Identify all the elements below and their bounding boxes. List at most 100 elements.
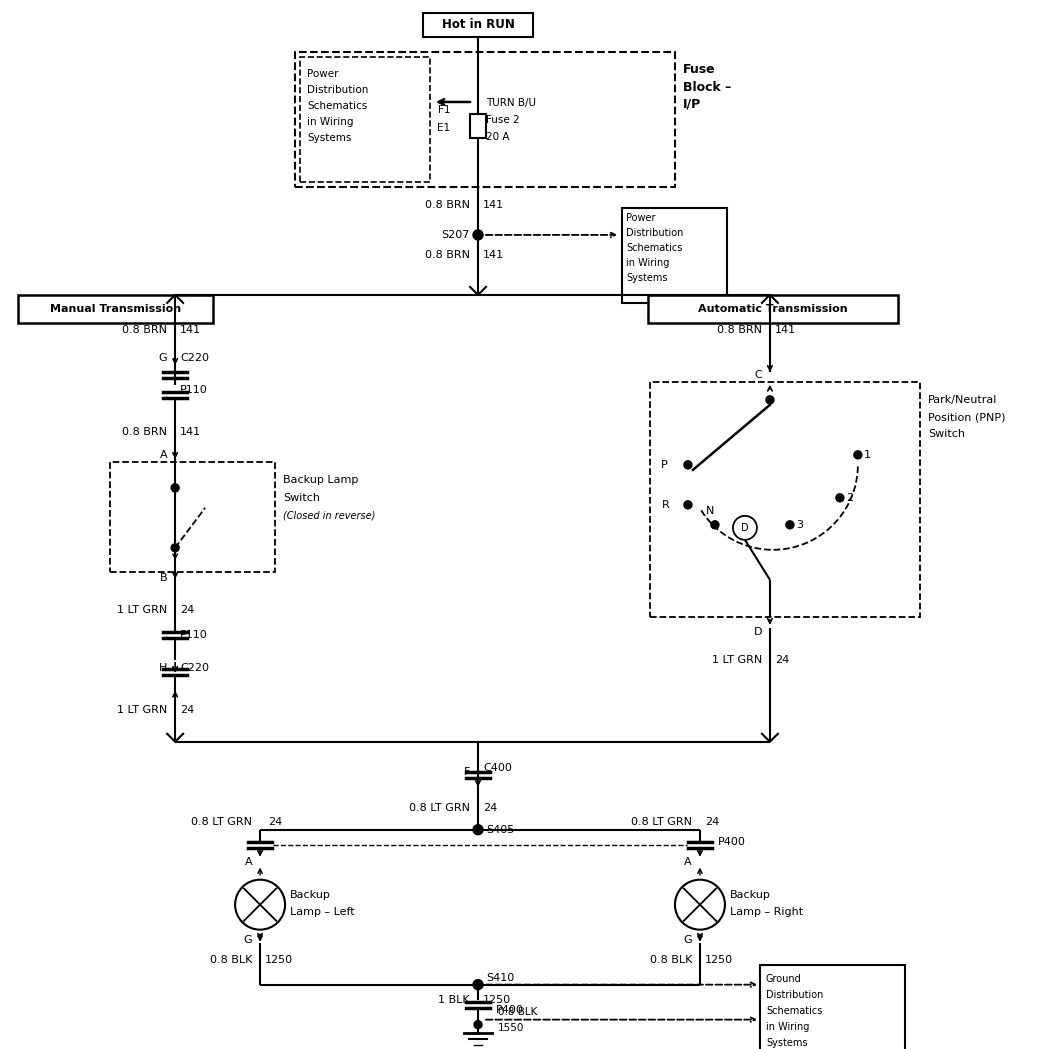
Text: 0.8 BRN: 0.8 BRN <box>122 427 167 436</box>
Text: 141: 141 <box>483 250 504 260</box>
Bar <box>470 114 486 137</box>
Text: C220: C220 <box>180 352 209 363</box>
Text: Fuse: Fuse <box>682 64 715 77</box>
Text: Backup: Backup <box>730 890 771 900</box>
Text: 24: 24 <box>483 802 497 813</box>
Circle shape <box>171 484 180 492</box>
Text: 0.8 BRN: 0.8 BRN <box>425 200 470 210</box>
Text: C220: C220 <box>180 663 209 672</box>
Text: Distribution: Distribution <box>626 228 684 238</box>
Text: 0.8 BRN: 0.8 BRN <box>122 325 167 335</box>
Text: Lamp – Right: Lamp – Right <box>730 906 803 917</box>
Bar <box>649 382 919 617</box>
Text: D: D <box>754 626 762 637</box>
Circle shape <box>711 520 719 529</box>
Circle shape <box>171 543 180 552</box>
Text: I/P: I/P <box>682 98 702 110</box>
Text: Hot in RUN: Hot in RUN <box>441 19 514 31</box>
Text: S405: S405 <box>486 825 514 835</box>
Text: 0.8 BLK: 0.8 BLK <box>497 1007 538 1016</box>
Text: 141: 141 <box>180 325 201 335</box>
Bar <box>622 208 727 303</box>
Text: C: C <box>754 370 762 380</box>
Text: Power: Power <box>307 69 339 79</box>
Text: Schematics: Schematics <box>626 243 682 253</box>
Bar <box>18 295 213 323</box>
Text: 1250: 1250 <box>705 955 733 965</box>
Text: 1: 1 <box>864 450 871 459</box>
Text: 1 LT GRN: 1 LT GRN <box>117 705 167 714</box>
Text: N: N <box>706 506 714 516</box>
Text: 24: 24 <box>180 605 195 615</box>
Text: 24: 24 <box>705 817 720 827</box>
Text: 0.8 LT GRN: 0.8 LT GRN <box>409 802 470 813</box>
Text: in Wiring: in Wiring <box>307 116 354 127</box>
Text: Systems: Systems <box>626 273 668 283</box>
Text: Systems: Systems <box>307 133 352 143</box>
Text: 141: 141 <box>483 200 504 210</box>
Text: Schematics: Schematics <box>307 101 368 111</box>
Text: Park/Neutral: Park/Neutral <box>928 394 997 405</box>
Circle shape <box>684 461 692 469</box>
Circle shape <box>474 1021 482 1029</box>
Text: TURN B/U: TURN B/U <box>486 98 536 108</box>
Bar <box>423 13 533 37</box>
Text: Ground: Ground <box>766 973 802 984</box>
Text: G: G <box>243 935 252 945</box>
Text: E1: E1 <box>437 123 450 133</box>
Text: 141: 141 <box>775 325 796 335</box>
Text: 1 LT GRN: 1 LT GRN <box>711 655 762 665</box>
Circle shape <box>836 494 844 501</box>
Text: B: B <box>159 573 167 583</box>
Text: in Wiring: in Wiring <box>626 258 670 267</box>
Circle shape <box>473 230 483 240</box>
Text: F1: F1 <box>438 105 450 115</box>
Text: G: G <box>158 352 167 363</box>
Text: 141: 141 <box>180 427 201 436</box>
Text: 1 LT GRN: 1 LT GRN <box>117 605 167 615</box>
Text: 0.8 LT GRN: 0.8 LT GRN <box>191 817 252 827</box>
Text: P110: P110 <box>180 629 208 640</box>
Text: P400: P400 <box>496 1005 524 1014</box>
Text: 0.8 LT GRN: 0.8 LT GRN <box>631 817 692 827</box>
Bar <box>760 965 905 1049</box>
Circle shape <box>786 520 794 529</box>
Text: 0.8 BLK: 0.8 BLK <box>649 955 692 965</box>
Text: 20 A: 20 A <box>486 132 509 142</box>
Text: in Wiring: in Wiring <box>766 1022 809 1031</box>
Bar <box>111 462 275 572</box>
Text: C400: C400 <box>483 763 512 773</box>
Text: 0.8 BRN: 0.8 BRN <box>425 250 470 260</box>
Text: Backup: Backup <box>290 890 331 900</box>
Text: Distribution: Distribution <box>766 989 823 1000</box>
Text: Block –: Block – <box>682 82 731 94</box>
Text: 1 BLK: 1 BLK <box>438 994 470 1005</box>
Text: Automatic Transmission: Automatic Transmission <box>698 304 847 314</box>
Text: 0.8 BRN: 0.8 BRN <box>716 325 762 335</box>
Text: (Closed in reverse): (Closed in reverse) <box>283 511 375 520</box>
Text: A: A <box>244 857 252 866</box>
Text: 1250: 1250 <box>265 955 293 965</box>
Text: P400: P400 <box>718 837 746 847</box>
Bar <box>296 52 675 187</box>
Text: Backup Lamp: Backup Lamp <box>283 475 358 485</box>
Text: S207: S207 <box>441 230 470 240</box>
Text: Schematics: Schematics <box>766 1006 823 1015</box>
Circle shape <box>473 980 483 989</box>
Text: Power: Power <box>626 213 656 223</box>
Text: 24: 24 <box>180 705 195 714</box>
Text: A: A <box>159 450 167 459</box>
Text: D: D <box>741 522 748 533</box>
Text: R: R <box>662 499 670 510</box>
Text: G: G <box>684 935 692 945</box>
Bar <box>648 295 898 323</box>
Text: Lamp – Left: Lamp – Left <box>290 906 355 917</box>
Text: 2: 2 <box>846 493 853 502</box>
Text: F: F <box>463 767 470 776</box>
Circle shape <box>854 451 862 458</box>
Text: Distribution: Distribution <box>307 85 369 95</box>
Text: Position (PNP): Position (PNP) <box>928 413 1006 423</box>
Text: Switch: Switch <box>928 429 965 438</box>
Bar <box>300 57 431 181</box>
Text: 24: 24 <box>268 817 283 827</box>
